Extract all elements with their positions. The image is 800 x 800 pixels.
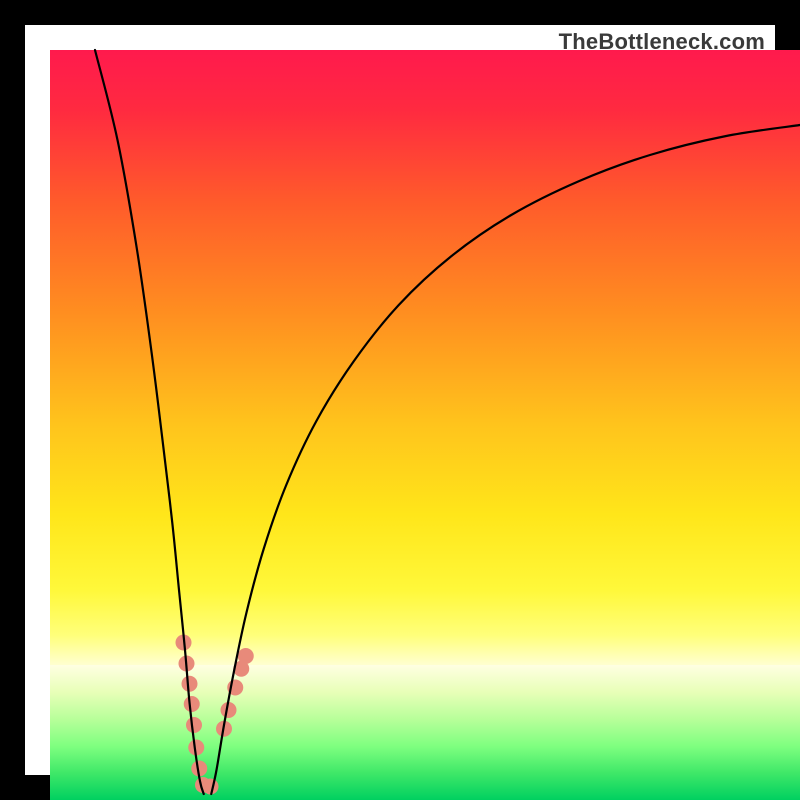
marker-dot <box>182 676 198 692</box>
watermark-text: TheBottleneck.com <box>559 29 765 55</box>
chart-frame: TheBottleneck.com <box>0 0 800 800</box>
marker-dot <box>203 779 219 795</box>
left-curve <box>95 50 204 794</box>
marker-dot <box>184 696 200 712</box>
right-curve <box>211 125 800 794</box>
plot-area <box>50 50 800 800</box>
curves-layer <box>50 50 800 800</box>
markers-group <box>176 635 254 795</box>
marker-dot <box>238 648 254 664</box>
marker-dot <box>186 717 202 733</box>
